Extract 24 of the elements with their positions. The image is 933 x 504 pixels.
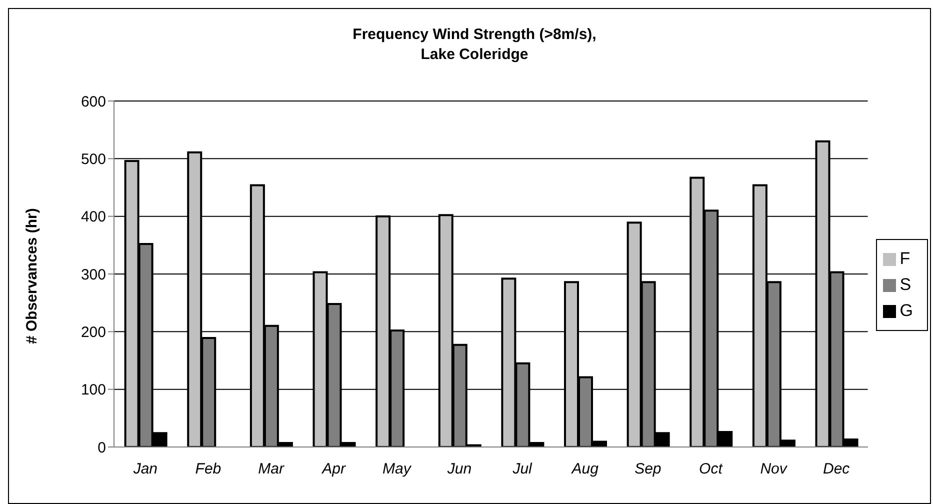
x-tick-label: May xyxy=(382,460,412,478)
x-tick-label: Jan xyxy=(132,460,158,478)
y-tick-label: 400 xyxy=(80,208,106,226)
y-tick-label: 300 xyxy=(80,266,106,284)
y-tick-label: 200 xyxy=(80,324,106,341)
x-tick-label: Oct xyxy=(699,460,724,478)
legend-label: S xyxy=(900,274,912,294)
y-axis-title: # Observances (hr) xyxy=(23,208,40,344)
x-tick-label: Apr xyxy=(321,460,347,478)
y-tick-label: 0 xyxy=(98,439,106,456)
x-tick-label: Sep xyxy=(634,460,662,478)
x-tick-label: Nov xyxy=(760,460,788,478)
x-tick-label: Jun xyxy=(446,460,472,478)
y-tick-label: 600 xyxy=(80,93,106,110)
y-tick-label: 500 xyxy=(80,150,106,168)
legend-label: G xyxy=(900,300,913,320)
x-tick-label: Mar xyxy=(258,460,285,478)
y-tick-label: 100 xyxy=(80,382,106,399)
x-tick-label: Feb xyxy=(195,460,222,478)
x-tick-label: Dec xyxy=(823,460,850,478)
chart-title: Frequency Wind Strength (>8m/s), Lake Coleridge xyxy=(352,25,598,65)
x-tick-label: Aug xyxy=(570,460,600,478)
legend-label: F xyxy=(900,248,910,268)
x-tick-label: Jul xyxy=(512,460,533,478)
